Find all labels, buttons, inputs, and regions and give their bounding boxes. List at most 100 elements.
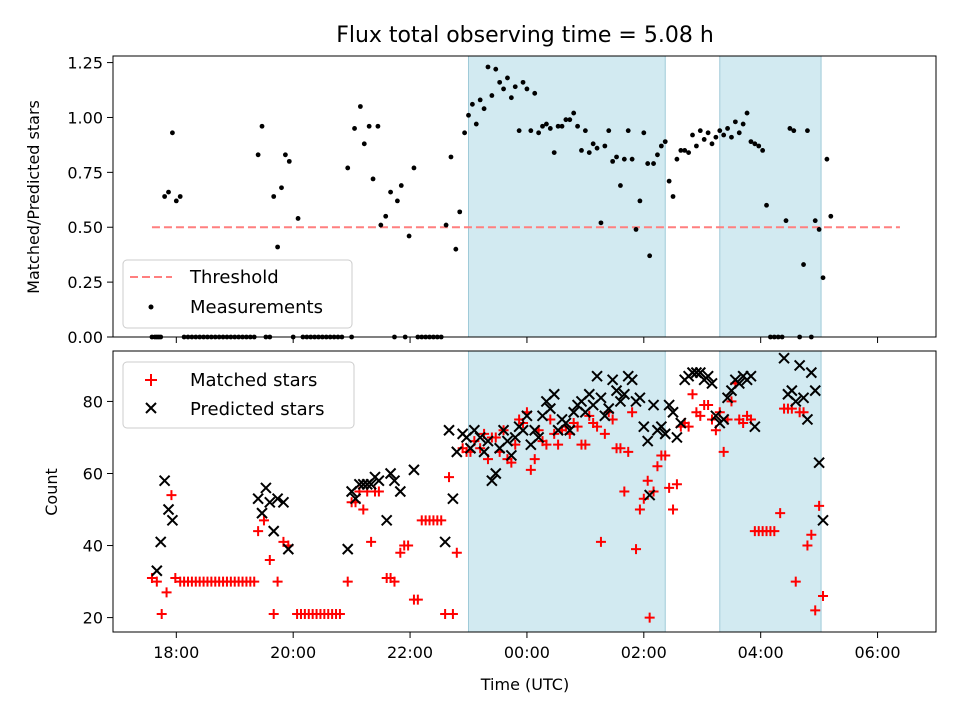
measurement-point (388, 189, 393, 195)
predicted-star-point (282, 543, 295, 555)
matched-star-point (389, 576, 400, 587)
predicted-star-point (267, 525, 280, 537)
predicted-star-point (158, 474, 171, 487)
bottom-panel: 20 40 60 80 18:00 20:00 22:00 00:00 02:00 04:00 0… (42, 350, 937, 694)
y-tick-label: 60 (83, 464, 103, 483)
bottom-y-axis-label: Count (42, 468, 61, 516)
matched-star-point (599, 428, 610, 439)
predicted-star-point (643, 489, 656, 501)
matched-star-point (529, 454, 540, 465)
predicted-star-point (721, 392, 734, 404)
measurement-point (555, 123, 561, 129)
matched-star-point (436, 515, 447, 526)
predicted-star-point (548, 388, 560, 400)
measurement-point (536, 130, 542, 136)
measurement-point (764, 202, 769, 208)
measurement-point (271, 194, 277, 199)
measurement-point (497, 79, 503, 85)
measurement-point (453, 246, 459, 252)
measurement-point (752, 141, 758, 147)
matched-star-point (627, 407, 638, 418)
predicted-star-point (786, 384, 798, 397)
matched-star-point (790, 576, 801, 587)
predicted-star-point (394, 485, 407, 498)
predicted-star-point (155, 536, 167, 548)
x-tick-label: 20:00 (270, 643, 316, 662)
matched-star-point (623, 446, 634, 457)
matched-star-point (644, 612, 655, 623)
x-tick-label: 00:00 (504, 643, 550, 662)
y-tick-label: 20 (83, 609, 103, 628)
predicted-star-point (634, 392, 646, 404)
matched-star-point (592, 421, 603, 432)
measurement-point (824, 156, 830, 162)
measurement-point (493, 66, 499, 72)
predicted-star-point (595, 392, 607, 404)
measurement-point (540, 123, 545, 129)
matched-star-point (802, 540, 813, 551)
predicted-star-point (384, 467, 397, 480)
matched-star-point (272, 576, 283, 587)
measurement-point (466, 112, 471, 118)
matched-star-point (806, 529, 817, 540)
measurement-point (670, 194, 676, 199)
measurement-point (259, 123, 265, 129)
matched-star-point (151, 576, 162, 587)
measurement-point (481, 106, 487, 112)
legend-matched-swatch (145, 374, 157, 386)
measurement-point (275, 244, 280, 250)
matched-star-point (580, 439, 591, 450)
predicted-star-point (521, 410, 533, 422)
legend-measurements-swatch (148, 304, 154, 310)
predicted-star-point (560, 417, 572, 429)
measurement-point (473, 121, 479, 127)
predicted-star-point (408, 464, 420, 476)
predicted-star-point (443, 424, 455, 436)
measurement-point (705, 130, 711, 136)
predicted-star-point (790, 395, 802, 408)
predicted-star-point (655, 420, 668, 433)
predicted-star-point (162, 503, 175, 516)
measurement-point (690, 132, 695, 138)
predicted-star-point (151, 565, 163, 577)
legend-predicted-swatch (145, 402, 157, 414)
predicted-star-point (482, 435, 494, 447)
measurement-point (586, 150, 592, 155)
measurement-point (637, 198, 643, 204)
measurement-point (571, 110, 577, 116)
predicted-star-point (474, 431, 486, 444)
measurement-point (655, 152, 660, 158)
predicted-star-point (497, 424, 510, 436)
measurement-point (489, 93, 495, 98)
x-tick-label: 18:00 (153, 643, 199, 662)
predicted-star-point (447, 492, 459, 505)
matched-star-point (403, 540, 414, 551)
measurement-point (352, 126, 357, 131)
y-tick-label: 0.00 (67, 328, 103, 347)
measurement-point (709, 141, 715, 147)
predicted-star-point (614, 395, 627, 408)
predicted-star-point (388, 474, 401, 487)
matched-star-point (366, 536, 377, 547)
matched-star-point (687, 389, 698, 400)
matched-star-point (615, 443, 626, 454)
measurement-point (477, 97, 483, 103)
predicted-star-point (342, 543, 354, 555)
predicted-star-point (641, 435, 654, 447)
measurement-point (721, 132, 727, 138)
matched-star-point (595, 536, 606, 547)
matched-star-point (810, 605, 821, 616)
measurement-point (378, 222, 384, 228)
bottom-axes-frame (112, 350, 937, 633)
predicted-star-point (564, 424, 576, 436)
predicted-star-point (610, 384, 623, 397)
measurement-point (551, 150, 557, 155)
predicted-star-point (813, 456, 825, 469)
matched-star-point (775, 508, 786, 519)
measurement-point (756, 143, 762, 149)
predicted-star-point (717, 413, 730, 426)
matched-star-point (671, 479, 682, 490)
measurement-point (563, 117, 569, 123)
x-tick-label: 06:00 (855, 643, 901, 662)
matched-star-point (156, 608, 167, 619)
